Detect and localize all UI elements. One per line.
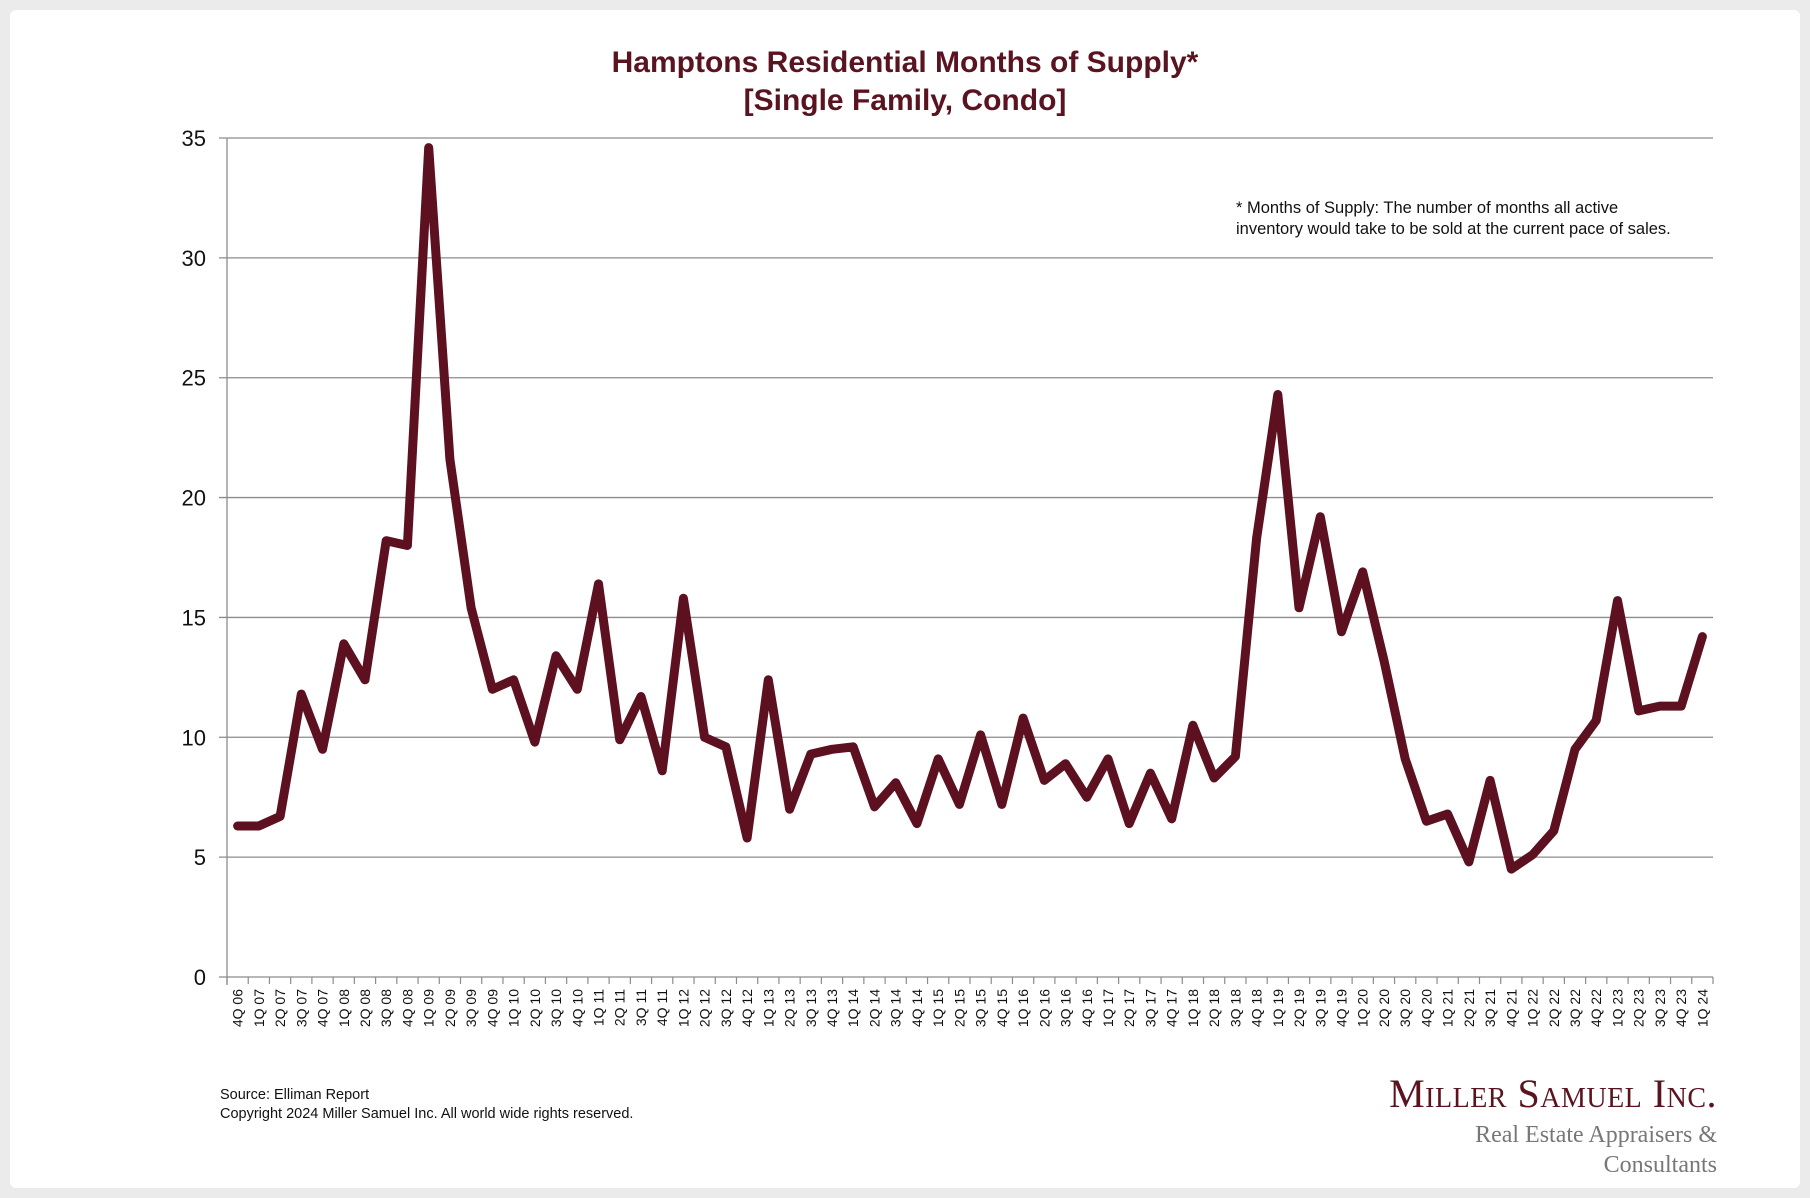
x-tick-label: 2Q 23 [1631,989,1647,1027]
x-tick-label: 3Q 17 [1142,989,1158,1027]
x-tick-label: 4Q 16 [1079,989,1095,1027]
x-tick-label: 1Q 21 [1440,989,1456,1027]
x-tick-label: 1Q 23 [1609,989,1625,1027]
x-tick-label: 1Q 12 [675,989,691,1027]
logo-name: Miller Samuel Inc. [1389,1071,1717,1116]
x-tick-label: 2Q 12 [697,989,713,1027]
x-tick-label: 3Q 22 [1567,989,1583,1027]
chart-title: Hamptons Residential Months of Supply* [611,46,1199,79]
x-tick-label: 1Q 19 [1270,989,1286,1027]
x-tick-label: 4Q 22 [1588,989,1604,1027]
x-tick-label: 2Q 19 [1291,989,1307,1027]
x-tick-label: 4Q 21 [1503,989,1519,1027]
chart-subtitle: [Single Family, Condo] [743,84,1067,117]
x-tick-label: 4Q 10 [569,989,585,1027]
footnote-line-1: * Months of Supply: The number of months… [1236,199,1619,217]
x-tick-label: 4Q 14 [909,989,925,1027]
x-tick-label: 3Q 20 [1397,989,1413,1027]
x-tick-label: 3Q 10 [548,989,564,1027]
x-tick-label: 3Q 15 [973,989,989,1027]
x-tick-label: 4Q 08 [399,989,415,1027]
company-logo: Miller Samuel Inc. Real Estate Appraiser… [1362,1072,1717,1180]
x-tick-label: 1Q 15 [930,989,946,1027]
x-tick-label: 1Q 20 [1355,989,1371,1027]
x-tick-label: 2Q 21 [1461,989,1477,1027]
x-tick-label: 4Q 18 [1249,989,1265,1027]
y-tick-label: 0 [194,965,206,990]
x-tick-label: 2Q 08 [357,989,373,1027]
x-tick-label: 4Q 12 [739,989,755,1027]
x-tick-label: 3Q 13 [803,989,819,1027]
x-axis: 4Q 06 1Q 07 2Q 07 3Q 07 4Q 07 1Q 08 2Q 08 3Q 08… [226,138,1714,1027]
x-tick-label: 2Q 07 [272,989,288,1027]
x-tick-label: 4Q 13 [824,989,840,1027]
y-tick-label: 30 [182,246,206,271]
x-tick-label: 2Q 10 [527,989,543,1027]
x-tick-label: 2Q 09 [442,989,458,1027]
x-tick-label: 1Q 16 [1015,989,1031,1027]
x-tick-label: 3Q 07 [293,989,309,1027]
y-tick-label: 5 [194,845,206,870]
x-tick-label: 1Q 07 [251,989,267,1027]
logo-tagline: Real Estate Appraisers & Consultants [1475,1122,1717,1178]
x-tick-label: 3Q 14 [888,989,904,1027]
x-tick-label: 2Q 11 [612,989,628,1026]
copyright-text: Copyright 2024 Miller Samuel Inc. All wo… [220,1106,634,1122]
x-tick-label: 3Q 18 [1227,989,1243,1027]
x-tick-label: 4Q 15 [994,989,1010,1027]
x-tick-label: 1Q 11 [591,989,607,1026]
source-text: Source: Elliman Report [220,1087,370,1103]
x-tick-label: 2Q 13 [782,989,798,1027]
x-tick-label: 1Q 17 [1100,989,1116,1027]
x-tick-label: 2Q 15 [951,989,967,1027]
x-tick-label: 1Q 14 [845,989,861,1027]
x-tick-label: 2Q 22 [1546,989,1562,1027]
gridlines [219,137,1713,978]
chart-frame [10,10,1800,1188]
x-tick-label: 4Q 19 [1334,989,1350,1027]
x-tick-label: 4Q 23 [1673,989,1689,1027]
footnote: * Months of Supply: The number of months… [1236,198,1671,240]
series-line [233,143,1707,874]
x-tick-label: 2Q 14 [866,989,882,1027]
x-tick-label: 1Q 09 [421,989,437,1027]
chart-title-block: Hamptons Residential Months of Supply* [… [0,44,1810,120]
footnote-line-2: inventory would take to be sold at the c… [1236,220,1671,238]
x-tick-label: 1Q 08 [336,989,352,1027]
x-tick-label: 3Q 16 [1058,989,1074,1027]
x-tick-label: 3Q 23 [1652,989,1668,1027]
x-tick-label: 3Q 21 [1482,989,1498,1027]
source-block: Source: Elliman Report Copyright 2024 Mi… [220,1086,633,1124]
y-axis-ticks: 0 5 10 15 20 25 30 35 [182,126,206,990]
x-tick-label: 1Q 18 [1185,989,1201,1027]
x-tick-label: 4Q 17 [1164,989,1180,1027]
x-tick-label: 3Q 08 [378,989,394,1027]
x-tick-label: 3Q 11 [633,989,649,1026]
x-tick-label: 2Q 18 [1206,989,1222,1027]
x-tick-label: 3Q 09 [463,989,479,1027]
series-layer [233,143,1707,874]
y-tick-label: 35 [182,126,206,151]
x-tick-label: 3Q 19 [1312,989,1328,1027]
x-tick-label: 2Q 17 [1121,989,1137,1027]
x-tick-label: 4Q 07 [315,989,331,1027]
y-tick-label: 10 [182,725,206,750]
x-tick-label: 1Q 22 [1525,989,1541,1027]
x-tick-label: 1Q 13 [760,989,776,1027]
y-tick-label: 20 [182,486,206,511]
x-tick-label: 2Q 20 [1376,989,1392,1027]
x-tick-label: 4Q 06 [230,989,246,1027]
x-tick-label: 2Q 16 [1036,989,1052,1027]
y-tick-label: 15 [182,605,206,630]
x-tick-label: 1Q 10 [506,989,522,1027]
x-tick-label: 4Q 09 [484,989,500,1027]
y-tick-label: 25 [182,366,206,391]
x-tick-label: 4Q 11 [654,989,670,1026]
x-tick-label: 1Q 24 [1694,989,1710,1027]
x-tick-label: 3Q 12 [718,989,734,1027]
x-tick-label: 4Q 20 [1418,989,1434,1027]
